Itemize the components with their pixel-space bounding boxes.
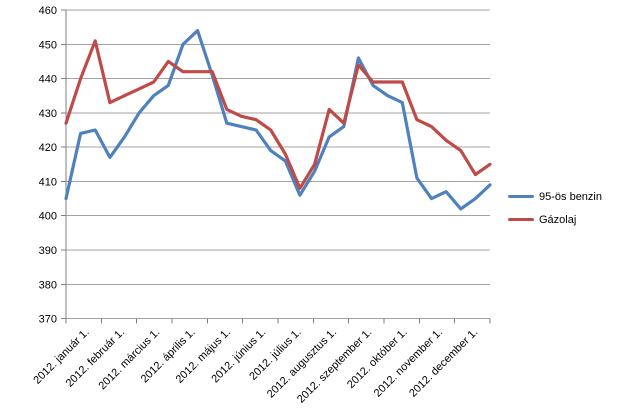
x-axis-label: 2012. december 1. bbox=[407, 326, 480, 399]
legend-item-gazolaj: Gázolaj bbox=[508, 213, 602, 226]
y-axis-label: 380 bbox=[39, 279, 57, 291]
y-axis-label: 420 bbox=[39, 142, 57, 154]
legend-line-benzin-icon bbox=[508, 195, 534, 198]
legend-label-gazolaj: Gázolaj bbox=[539, 213, 577, 226]
y-axis-label: 370 bbox=[39, 314, 57, 326]
y-axis-label: 440 bbox=[39, 74, 57, 86]
x-axis-label: 2012. március 1. bbox=[96, 326, 162, 392]
legend-item-benzin: 95-ös benzin bbox=[508, 190, 602, 203]
y-axis-label: 390 bbox=[39, 245, 57, 257]
y-axis-label: 450 bbox=[39, 39, 57, 51]
x-axis-label: 2012. október 1. bbox=[345, 326, 410, 391]
y-axis-label: 400 bbox=[39, 211, 57, 223]
chart-legend: 95-ös benzin Gázolaj bbox=[508, 190, 602, 226]
series-line-benzin bbox=[64, 29, 492, 211]
legend-label-benzin: 95-ös benzin bbox=[539, 190, 602, 203]
legend-line-gazolaj-icon bbox=[508, 218, 534, 221]
y-axis-label: 460 bbox=[39, 5, 57, 17]
series-line-gazolaj bbox=[64, 39, 492, 190]
y-axis-label: 430 bbox=[39, 108, 57, 120]
y-axis-label: 410 bbox=[39, 176, 57, 188]
